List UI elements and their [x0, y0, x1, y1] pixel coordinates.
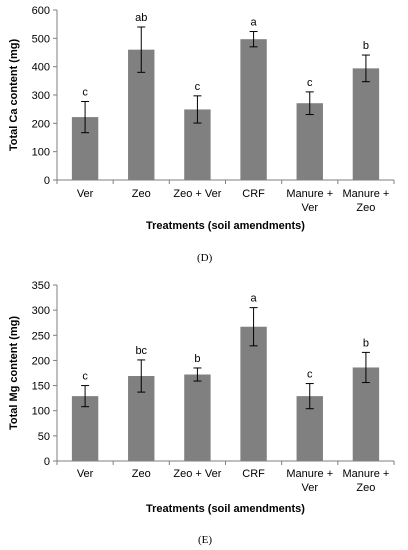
bar	[352, 367, 380, 461]
x-tick-label: Manure + Ver	[286, 468, 333, 494]
x-tick-label: Zeo	[132, 468, 151, 480]
significance-letter: c	[82, 371, 88, 383]
x-tick-label: CRF	[242, 188, 265, 200]
x-tick-label: Zeo	[132, 188, 151, 200]
significance-letter: ab	[135, 12, 147, 24]
x-tick-label: Ver	[77, 188, 94, 200]
y-tick-label: 600	[32, 5, 50, 17]
significance-letter: b	[363, 337, 369, 349]
bar	[240, 326, 267, 461]
y-tick-label: 300	[32, 305, 50, 317]
chart-total-ca: 0 100 200 300 400 500 600 c Ver ab Zeo c Zeo + Ver a C…	[8, 5, 395, 232]
x-tick-label: Manure + Zeo	[343, 188, 390, 214]
bar	[352, 68, 380, 180]
y-tick-label: 200	[32, 355, 50, 367]
y-tick-label: 200	[32, 118, 50, 130]
y-tick-label: 0	[44, 175, 50, 187]
x-tick-label: Ver	[77, 468, 94, 480]
y-axis-title: Total Mg content (mg)	[8, 316, 20, 430]
bar	[296, 103, 323, 180]
x-tick-label: Zeo + Ver	[173, 468, 221, 480]
significance-letter: c	[307, 369, 313, 381]
significance-letter: c	[82, 87, 88, 99]
panel-label-e: (E)	[198, 534, 213, 546]
panel-label-d: (D)	[197, 252, 213, 264]
significance-letter: bc	[135, 345, 147, 357]
significance-letter: b	[363, 40, 369, 52]
y-tick-label: 50	[38, 431, 50, 443]
significance-letter: c	[195, 81, 201, 93]
y-tick-label: 100	[32, 406, 50, 418]
y-tick-label: 250	[32, 330, 50, 342]
y-tick-label: 300	[32, 90, 50, 102]
significance-letter: c	[307, 77, 313, 89]
x-axis-title: Treatments (soil amendments)	[146, 220, 305, 232]
y-tick-label: 150	[32, 381, 50, 393]
y-tick-label: 100	[32, 147, 50, 159]
significance-letter: a	[251, 293, 258, 305]
significance-letter: a	[251, 17, 258, 29]
y-tick-label: 500	[32, 33, 50, 45]
y-tick-label: 350	[32, 280, 50, 292]
bar	[184, 374, 211, 461]
x-tick-label: CRF	[242, 468, 265, 480]
bar	[240, 39, 267, 180]
x-tick-label: Zeo + Ver	[173, 188, 221, 200]
x-tick-label: Manure + Zeo	[343, 468, 390, 494]
x-tick-label: Manure + Ver	[286, 188, 333, 214]
y-axis-title: Total Ca content (mg)	[8, 39, 20, 152]
significance-letter: b	[194, 353, 200, 365]
y-tick-label: 400	[32, 62, 50, 74]
x-axis-title: Treatments (soil amendments)	[146, 503, 305, 515]
y-tick-label: 0	[44, 456, 50, 468]
